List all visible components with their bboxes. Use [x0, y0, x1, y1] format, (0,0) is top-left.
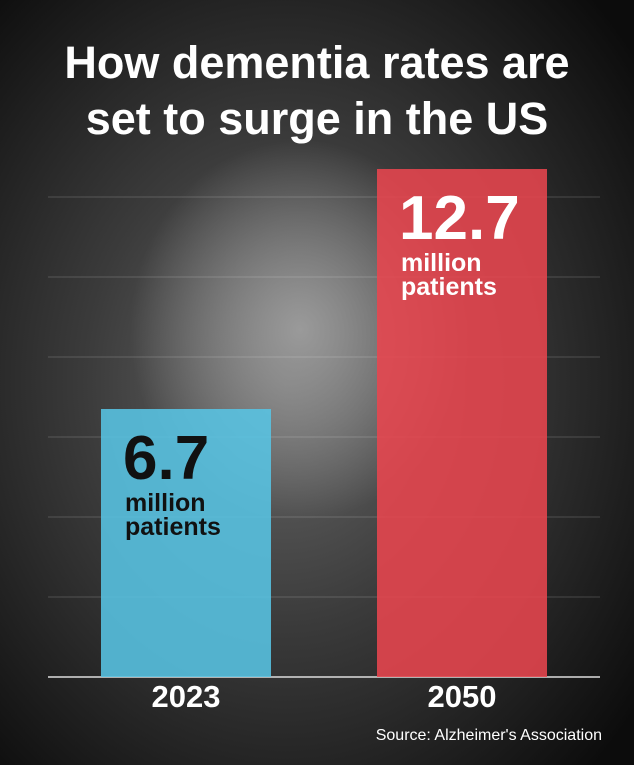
value-label: 12.7: [399, 184, 520, 253]
value-label: 6.7: [123, 424, 209, 493]
source: Source: Alzheimer's Association: [376, 727, 602, 744]
x-tick-label: 2023: [152, 679, 221, 714]
value-unit: patients: [401, 273, 497, 301]
bar: [377, 169, 547, 677]
chart-title: How dementia rates are: [64, 37, 569, 88]
value-unit: patients: [125, 513, 221, 541]
value-unit: million: [125, 489, 206, 517]
chart-title: set to surge in the US: [86, 93, 549, 144]
bar: [101, 409, 271, 677]
value-unit: million: [401, 249, 482, 277]
x-tick-label: 2050: [428, 679, 497, 714]
